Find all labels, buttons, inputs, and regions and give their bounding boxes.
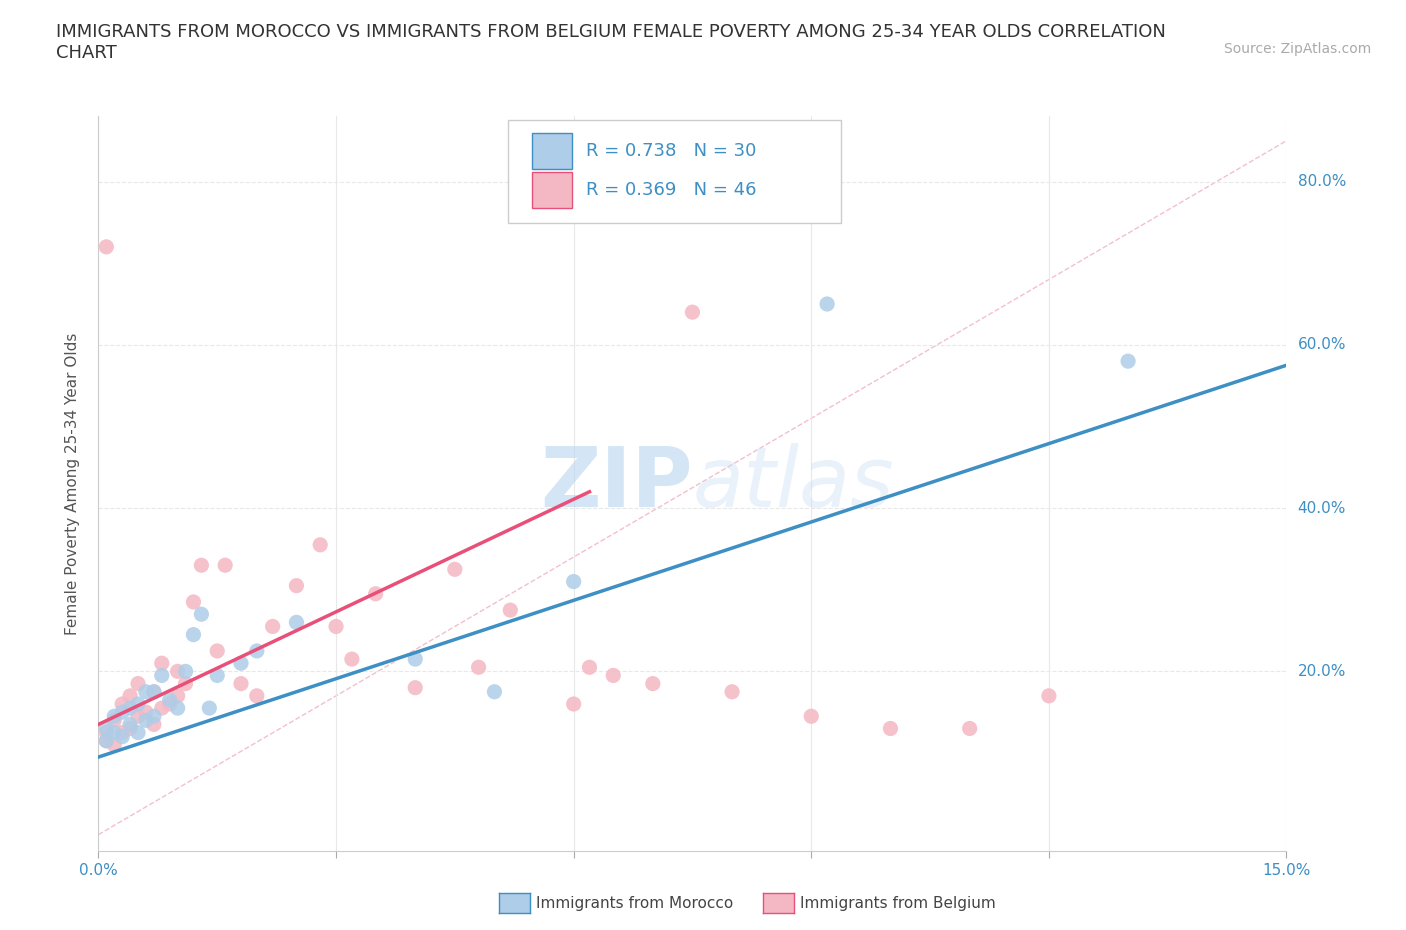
Point xyxy=(120,717,142,732)
Point xyxy=(159,697,181,711)
Text: IMMIGRANTS FROM MOROCCO VS IMMIGRANTS FROM BELGIUM FEMALE POVERTY AMONG 25-34 YE: IMMIGRANTS FROM MOROCCO VS IMMIGRANTS FR… xyxy=(56,23,1166,62)
Text: 40.0%: 40.0% xyxy=(1298,500,1346,515)
Point xyxy=(1116,353,1139,368)
Point xyxy=(127,709,149,724)
Point xyxy=(174,676,197,691)
Point xyxy=(120,721,142,736)
Point xyxy=(404,652,426,667)
Point xyxy=(127,676,149,691)
Point xyxy=(578,660,600,675)
Point xyxy=(800,709,823,724)
Point xyxy=(127,697,149,711)
Point xyxy=(142,709,165,724)
Text: 80.0%: 80.0% xyxy=(1298,174,1346,189)
Point xyxy=(325,619,347,634)
Point xyxy=(111,725,134,740)
FancyBboxPatch shape xyxy=(531,133,572,169)
Point xyxy=(103,725,125,740)
Point xyxy=(96,721,118,736)
Point xyxy=(135,713,157,728)
Point xyxy=(183,594,205,609)
FancyBboxPatch shape xyxy=(509,120,841,223)
Text: Source: ZipAtlas.com: Source: ZipAtlas.com xyxy=(1223,42,1371,56)
Point xyxy=(166,688,188,703)
Point xyxy=(103,709,125,724)
Point xyxy=(166,664,188,679)
Point xyxy=(285,615,308,630)
Point xyxy=(205,644,228,658)
Point xyxy=(111,705,134,720)
Point xyxy=(103,713,125,728)
Point xyxy=(127,725,149,740)
Point xyxy=(174,664,197,679)
Point xyxy=(246,644,269,658)
Point xyxy=(150,700,173,715)
Text: Immigrants from Morocco: Immigrants from Morocco xyxy=(536,896,733,910)
Point xyxy=(404,680,426,695)
Text: R = 0.369   N = 46: R = 0.369 N = 46 xyxy=(585,180,756,199)
Point xyxy=(96,239,118,254)
Point xyxy=(111,697,134,711)
Point xyxy=(309,538,332,552)
Point xyxy=(159,693,181,708)
Point xyxy=(262,619,284,634)
Point xyxy=(120,688,142,703)
Point xyxy=(190,606,212,621)
Point xyxy=(602,668,624,683)
Point xyxy=(285,578,308,593)
Point xyxy=(120,700,142,715)
Point xyxy=(879,721,901,736)
Point xyxy=(111,729,134,744)
Text: R = 0.738   N = 30: R = 0.738 N = 30 xyxy=(585,141,756,160)
Point xyxy=(499,603,522,618)
Text: ZIP: ZIP xyxy=(540,443,692,525)
Text: 60.0%: 60.0% xyxy=(1298,338,1346,352)
Point xyxy=(96,733,118,748)
Point xyxy=(96,725,118,740)
Point xyxy=(183,627,205,642)
Point xyxy=(190,558,212,573)
Point xyxy=(815,297,838,312)
Point xyxy=(681,305,703,320)
Point xyxy=(340,652,363,667)
Point xyxy=(562,697,585,711)
Point xyxy=(142,684,165,699)
Point xyxy=(205,668,228,683)
Point xyxy=(467,660,489,675)
Point xyxy=(246,688,269,703)
Point xyxy=(641,676,664,691)
Text: atlas: atlas xyxy=(692,443,894,525)
Text: Immigrants from Belgium: Immigrants from Belgium xyxy=(800,896,995,910)
Point xyxy=(198,700,221,715)
Point xyxy=(150,656,173,671)
Point xyxy=(229,676,252,691)
Point xyxy=(96,733,118,748)
Point xyxy=(166,700,188,715)
Point xyxy=(142,684,165,699)
Point xyxy=(364,587,387,602)
Point xyxy=(214,558,236,573)
Point xyxy=(562,574,585,589)
Y-axis label: Female Poverty Among 25-34 Year Olds: Female Poverty Among 25-34 Year Olds xyxy=(65,332,80,635)
FancyBboxPatch shape xyxy=(531,172,572,208)
Point xyxy=(135,705,157,720)
Point xyxy=(229,656,252,671)
Point xyxy=(142,717,165,732)
Point xyxy=(484,684,506,699)
Text: 20.0%: 20.0% xyxy=(1298,664,1346,679)
Point xyxy=(150,668,173,683)
Point xyxy=(1038,688,1060,703)
Point xyxy=(444,562,467,577)
Point xyxy=(135,684,157,699)
Point xyxy=(959,721,981,736)
Point xyxy=(721,684,744,699)
Point xyxy=(103,737,125,752)
